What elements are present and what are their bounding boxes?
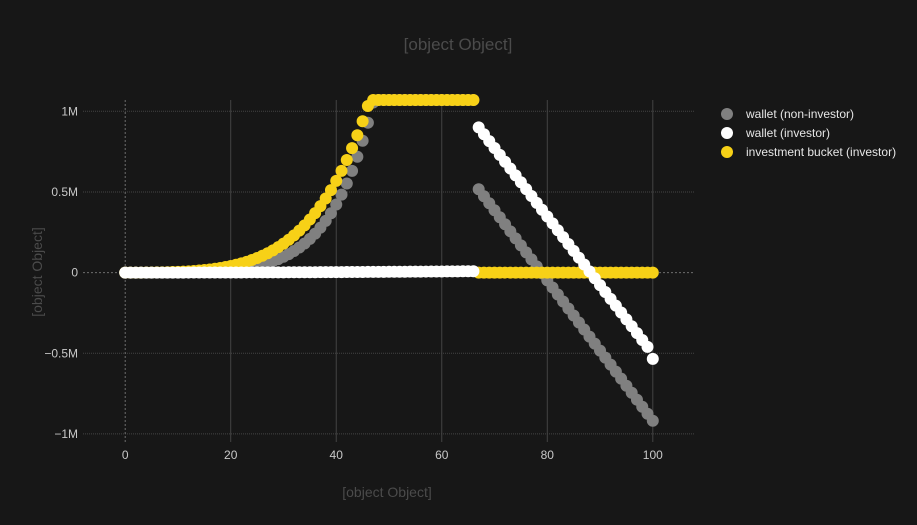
data-point	[646, 266, 659, 279]
data-point	[346, 164, 359, 177]
data-point	[351, 150, 364, 163]
legend-marker	[721, 146, 733, 158]
legend-marker	[721, 127, 733, 139]
legend-item[interactable]: investment bucket (investor)	[721, 145, 896, 159]
legend-marker	[721, 108, 733, 120]
y-axis-title: [object Object]	[29, 227, 45, 317]
data-point	[646, 352, 659, 365]
legend-item[interactable]: wallet (non-investor)	[721, 107, 854, 121]
data-point	[340, 177, 353, 190]
y-tick-label: −1M	[54, 427, 78, 441]
legend[interactable]: wallet (non-investor) wallet (investor) in…	[721, 107, 896, 159]
data-point	[330, 198, 343, 211]
series-1	[119, 121, 659, 365]
y-tick-label: 0	[71, 266, 78, 280]
data-point	[646, 414, 659, 427]
x-tick-label: 100	[643, 448, 663, 462]
data-point	[346, 142, 359, 155]
x-tick-label: 60	[435, 448, 449, 462]
data-point	[467, 265, 480, 278]
y-tick-label: 1M	[61, 104, 78, 118]
tick-label-layer: 0 20 40 60 80 100 1M 0.5M 0 −0.5M −1M	[44, 104, 663, 462]
data-point	[335, 188, 348, 201]
data-point	[324, 184, 337, 197]
data-point	[641, 340, 654, 353]
y-tick-label: −0.5M	[44, 346, 78, 360]
data-point	[356, 115, 369, 128]
x-tick-label: 80	[541, 448, 555, 462]
legend-item[interactable]: wallet (investor)	[721, 126, 830, 140]
y-tick-label: 0.5M	[51, 185, 78, 199]
x-tick-label: 40	[330, 448, 344, 462]
legend-label: wallet (investor)	[745, 126, 830, 140]
data-point	[340, 153, 353, 166]
data-point	[324, 207, 337, 220]
data-point	[467, 94, 480, 106]
legend-label: investment bucket (investor)	[746, 145, 896, 159]
chart-title: [object Object]	[404, 35, 513, 54]
data-point	[330, 174, 343, 187]
data-point	[351, 129, 364, 142]
series-layer	[119, 94, 659, 427]
data-point	[335, 164, 348, 177]
x-tick-label: 20	[224, 448, 238, 462]
x-axis-title: [object Object]	[342, 484, 432, 500]
legend-label: wallet (non-investor)	[745, 107, 854, 121]
x-tick-label: 0	[122, 448, 129, 462]
